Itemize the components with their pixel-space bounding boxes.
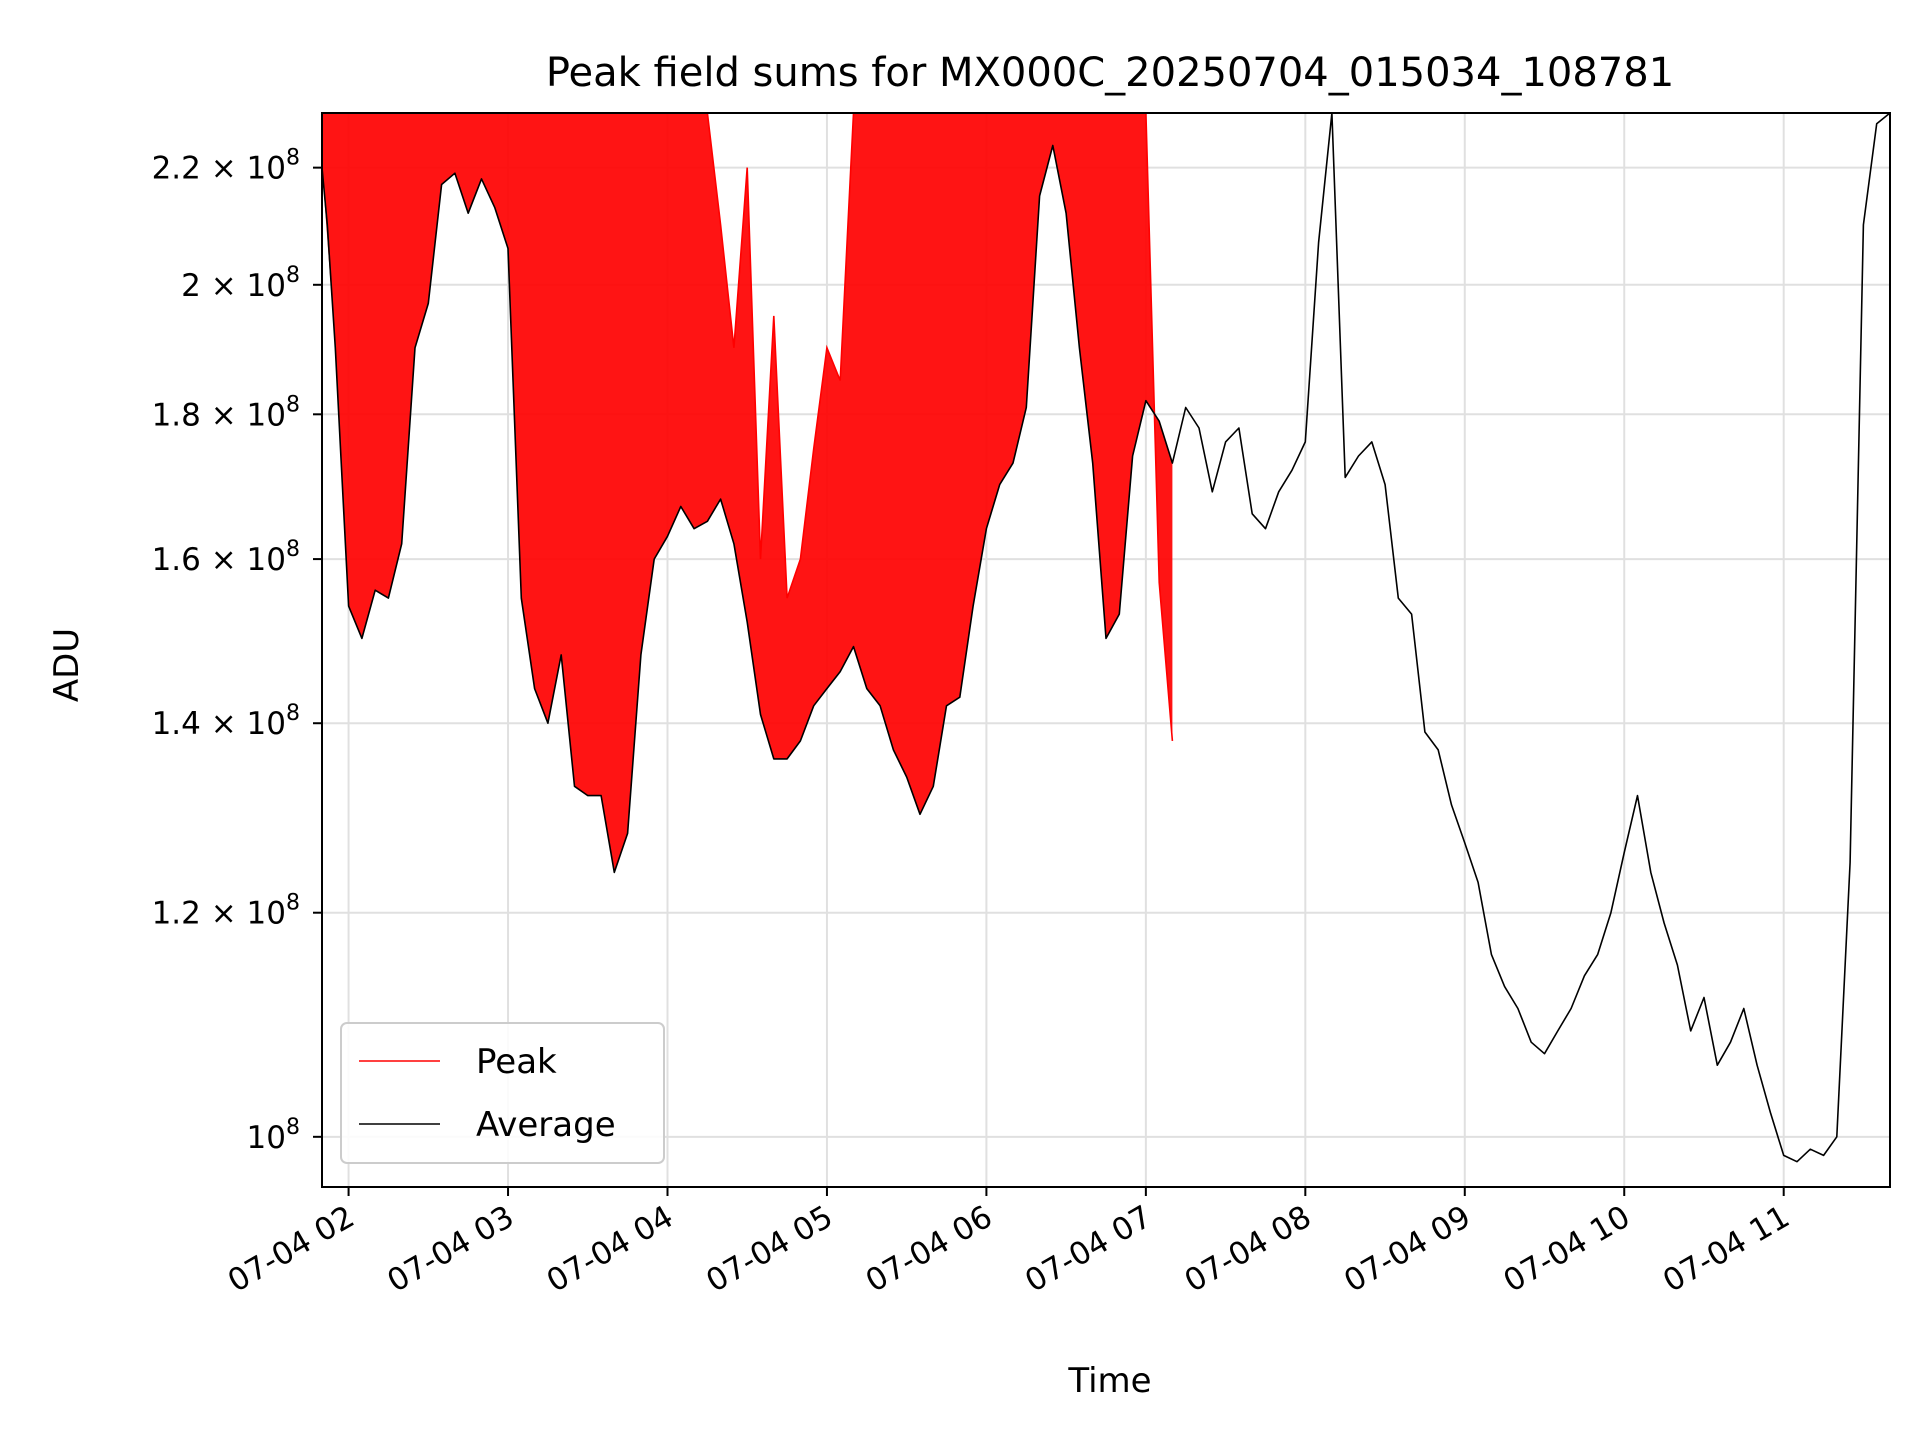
y-tick-label: 2 × 108 xyxy=(181,263,300,304)
y-tick-mantissa: 10 xyxy=(247,1120,286,1156)
y-tick-label: 2.2 × 108 xyxy=(152,146,300,187)
legend: Peak Average xyxy=(340,1022,665,1164)
y-tick-mantissa: 1.8 × 10 xyxy=(152,397,286,433)
peak-fill-region xyxy=(322,113,1173,873)
y-tick-exponent: 8 xyxy=(286,146,300,171)
y-tick-mantissa: 1.2 × 10 xyxy=(152,896,286,932)
y-axis-title: ADU xyxy=(47,628,87,702)
y-tick-label: 1.8 × 108 xyxy=(152,392,300,433)
peak-fill-area xyxy=(322,113,1173,873)
y-tick-mantissa: 2.2 × 10 xyxy=(152,151,286,187)
legend-label-peak: Peak xyxy=(476,1042,557,1082)
legend-label-average: Average xyxy=(476,1105,616,1145)
x-axis-title: Time xyxy=(1067,1361,1151,1401)
y-tick-mantissa: 1.6 × 10 xyxy=(152,542,286,578)
legend-box xyxy=(340,1022,665,1164)
chart-title: Peak field sums for MX000C_20250704_0150… xyxy=(546,50,1674,96)
series-line-average xyxy=(321,112,1891,1163)
y-tick-mantissa: 1.4 × 10 xyxy=(152,706,286,742)
y-tick-label: 108 xyxy=(247,1115,300,1156)
y-tick-exponent: 8 xyxy=(286,263,300,288)
y-tick-mantissa: 2 × 10 xyxy=(181,268,286,304)
y-tick-label: 1.2 × 108 xyxy=(152,891,300,932)
plot-frame xyxy=(321,112,1891,1188)
y-tick-exponent: 8 xyxy=(286,891,300,916)
y-tick-exponent: 8 xyxy=(286,701,300,726)
y-tick-exponent: 8 xyxy=(286,1115,300,1140)
y-tick-label: 1.6 × 108 xyxy=(152,537,300,578)
y-tick-label: 1.4 × 108 xyxy=(152,701,300,742)
y-tick-exponent: 8 xyxy=(286,392,300,417)
y-tick-exponent: 8 xyxy=(286,537,300,562)
